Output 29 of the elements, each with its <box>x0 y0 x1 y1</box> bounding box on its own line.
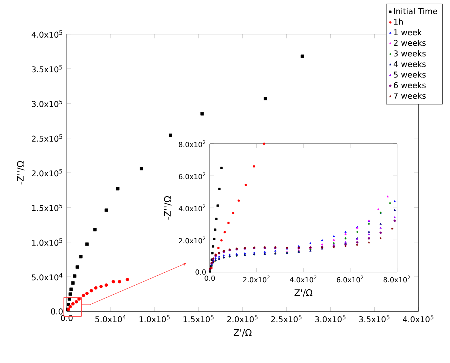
legend-label: 6 weeks <box>394 82 426 88</box>
legend-label: 1h <box>394 18 404 25</box>
y-tick-label: 1.5x10$^{5}$ <box>32 204 62 212</box>
legend-label: 2 weeks <box>394 40 426 46</box>
x-tick-label: 5.0x10$^{4}$ <box>96 315 126 323</box>
legend-label: 3 weeks <box>394 50 426 57</box>
y-tick-label: 3.5x10$^{5}$ <box>32 65 62 73</box>
x-tick-label: 2.5x10$^{5}$ <box>271 315 302 323</box>
y-axis-title: -Z''/Ω <box>164 196 172 220</box>
y-tick-label: 3.0x10$^{5}$ <box>32 100 62 108</box>
x-axis-title: Z'/Ω <box>294 290 313 297</box>
y-tick-label: 0.0 <box>51 308 63 315</box>
x-tick-label: 0.0 <box>61 315 73 322</box>
x-tick-label: 4.0x10$^{5}$ <box>403 315 434 323</box>
y-tick-label: 4.0x10$^{5}$ <box>32 30 62 38</box>
legend-label: 7 weeks <box>394 92 426 100</box>
x-tick-label: 3.0x10$^{5}$ <box>315 315 346 323</box>
x-tick-label: 1.0x10$^{5}$ <box>140 315 170 323</box>
y-axis-title: -Z''/Ω <box>17 161 25 185</box>
y-tick-label: 1.0x10$^{5}$ <box>32 238 62 246</box>
legend-label: 4 weeks <box>394 61 426 68</box>
y-tick-label: 2.0x10$^{5}$ <box>32 169 62 177</box>
legend-label: Initial Time <box>394 8 438 14</box>
x-tick-label: 2.0x10$^{5}$ <box>227 315 258 323</box>
legend-label: 1 week <box>394 29 422 36</box>
x-axis-title: Z'/Ω <box>234 329 252 337</box>
legend-label: 5 weeks <box>394 72 426 78</box>
x-tick-label: 3.5x10$^{5}$ <box>359 315 390 323</box>
y-tick-label: 2.5x10$^{5}$ <box>32 134 62 142</box>
